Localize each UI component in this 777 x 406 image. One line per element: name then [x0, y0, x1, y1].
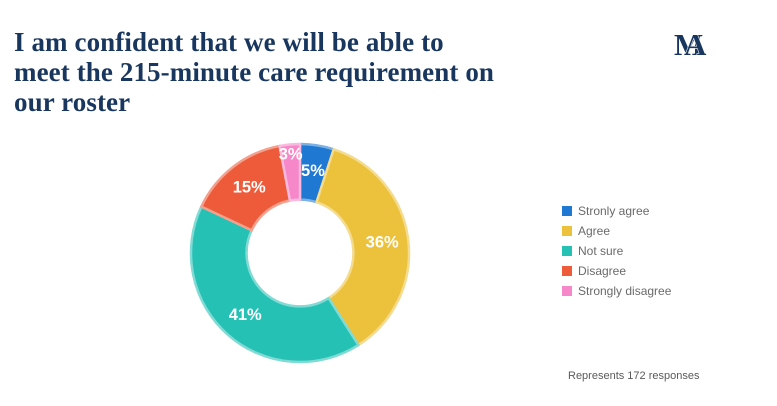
donut-chart-container: 5% 36% 41% 15% 3% [150, 103, 450, 403]
page-title-line: I am confident that we will be able to [14, 27, 444, 57]
responses-footnote: Represents 172 responses [568, 370, 700, 382]
legend-swatch [562, 246, 572, 256]
legend-item: Disagree [562, 261, 671, 281]
legend-item: Strongly disagree [562, 281, 671, 301]
legend-item: Agree [562, 221, 671, 241]
legend-label: Disagree [578, 264, 627, 278]
slice-label: 3% [279, 145, 303, 163]
donut-slice [315, 148, 411, 347]
logo-letter-m: M [674, 27, 703, 62]
legend-label: Stronly agree [578, 204, 650, 218]
donut-slice [189, 205, 360, 364]
ma-monogram-logo: M A [674, 26, 708, 62]
legend-swatch [562, 206, 572, 216]
legend-item: Not sure [562, 241, 671, 261]
slice-label: 5% [301, 162, 325, 180]
slice-label: 41% [229, 306, 262, 324]
slice-label: 36% [366, 234, 399, 252]
legend-label: Agree [578, 224, 611, 238]
legend-swatch [562, 286, 572, 296]
slice-label: 15% [233, 179, 266, 197]
legend-label: Strongly disagree [578, 284, 672, 298]
page-title-line: our roster [14, 87, 131, 117]
legend-swatch [562, 226, 572, 236]
donut-slice [278, 142, 302, 202]
legend-label: Not sure [578, 244, 624, 258]
page-title: I am confident that we will be able to m… [14, 27, 614, 117]
page-title-line: meet the 215-minute care requirement on [14, 57, 495, 87]
legend-swatch [562, 266, 572, 276]
donut-chart: 5% 36% 41% 15% 3% [189, 142, 411, 364]
logo-letter-a: A [684, 27, 707, 62]
legend-item: Stronly agree [562, 201, 671, 221]
legend: Stronly agree Agree Not sure Disagree Strong… [562, 201, 671, 301]
